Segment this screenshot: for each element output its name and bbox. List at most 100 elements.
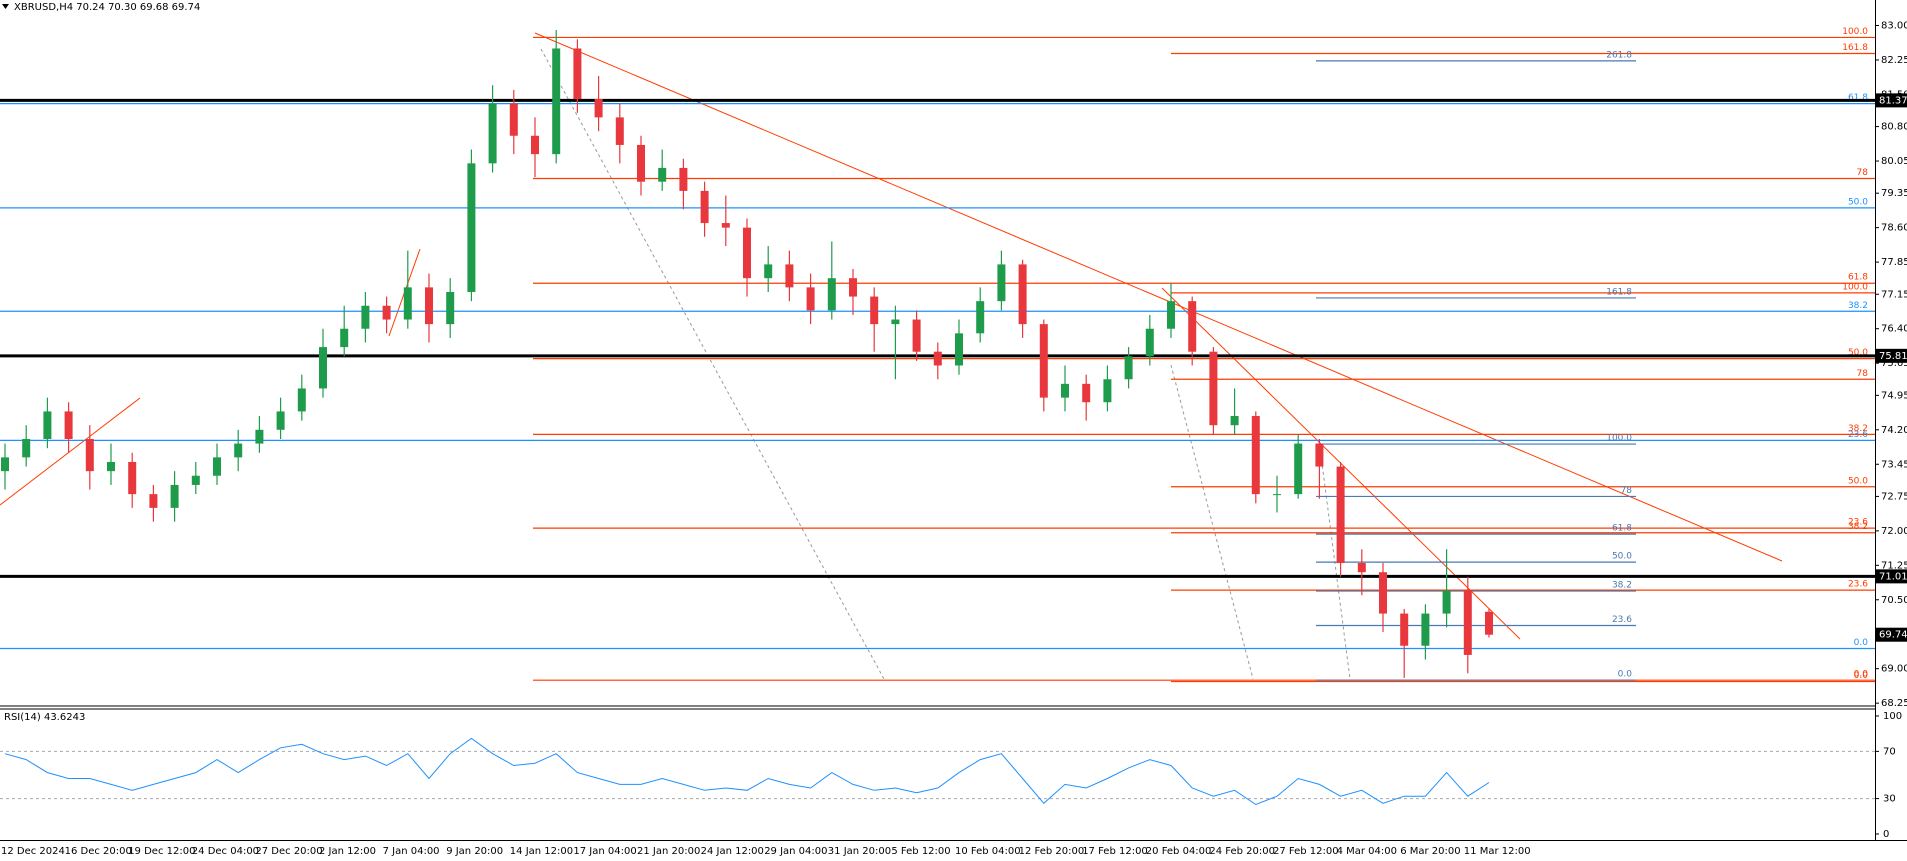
price-tag-label: 71.01	[1879, 571, 1907, 582]
candle-body	[1209, 351, 1218, 426]
candle-body	[679, 167, 688, 191]
x-tick-label: 20 Feb 04:00	[1146, 846, 1212, 857]
candle-body	[1336, 466, 1345, 564]
price-tag-label: 81.37	[1879, 95, 1907, 106]
candle-body	[361, 305, 370, 329]
candle-body	[128, 461, 137, 495]
y-tick-label: 73.45	[1881, 459, 1907, 470]
y-tick-label: 77.15	[1881, 289, 1907, 300]
candle-body	[806, 287, 815, 311]
candle-body	[1167, 301, 1175, 329]
candle-body	[997, 264, 1006, 302]
candle-body	[976, 301, 985, 334]
candle-body	[1251, 416, 1260, 495]
x-tick-label: 4 Mar 04:00	[1337, 846, 1397, 857]
candle-body	[573, 48, 582, 100]
candle-body	[213, 457, 221, 476]
candle-body	[1145, 328, 1154, 357]
current-price-label: 69.74	[1879, 630, 1907, 641]
candle-body	[594, 99, 603, 118]
candle-body	[107, 461, 115, 472]
candle-body	[1357, 563, 1366, 573]
y-tick-label: 70.50	[1881, 595, 1907, 606]
candle-body	[1421, 613, 1430, 646]
current-price-tag	[1876, 627, 1907, 642]
y-tick-label: 76.40	[1881, 324, 1907, 335]
candle-body	[1442, 590, 1451, 614]
candle-body	[870, 296, 879, 325]
price-tag	[1876, 569, 1907, 584]
y-tick-label: 72.00	[1881, 526, 1907, 537]
x-tick-label: 11 Mar 12:00	[1464, 846, 1531, 857]
candle-body	[1400, 613, 1409, 646]
fib-label: 0.0	[1854, 638, 1869, 648]
fib-label: 0.0	[1854, 671, 1869, 681]
fib-label: 78	[1857, 369, 1869, 379]
trendline	[534, 32, 1783, 562]
fib-label: 38.2	[1848, 522, 1868, 532]
candle-body	[509, 103, 518, 136]
x-tick-label: 24 Jan 12:00	[701, 846, 764, 857]
candle-body	[721, 223, 730, 228]
candle-body	[637, 144, 645, 182]
candle-body	[340, 328, 349, 348]
chart-title: XBRUSD,H4 70.24 70.30 69.68 69.74	[14, 2, 200, 13]
x-tick-label: 24 Dec 04:00	[192, 846, 259, 857]
candle-body	[658, 167, 667, 182]
fib-label: 78	[1857, 168, 1869, 178]
candle-body	[1039, 324, 1048, 398]
price-tag-label: 75.81	[1879, 351, 1907, 362]
candle-body	[234, 443, 243, 458]
rsi-tick-label: 70	[1883, 746, 1896, 757]
collapse-icon[interactable]	[2, 4, 9, 9]
y-tick-label: 77.85	[1881, 257, 1907, 268]
fib-label: 50.0	[1848, 197, 1868, 207]
x-tick-label: 12 Feb 20:00	[1019, 846, 1085, 857]
candle-body	[85, 438, 94, 472]
candle-body	[446, 291, 455, 325]
candle-body	[1230, 416, 1239, 426]
fib-label: 38.2	[1612, 581, 1632, 591]
y-tick-label: 80.80	[1881, 122, 1907, 133]
candle-body	[467, 163, 476, 292]
candle-body	[149, 494, 158, 508]
x-tick-label: 24 Feb 20:00	[1209, 846, 1275, 857]
x-tick-label: 21 Jan 20:00	[637, 846, 700, 857]
candle-body	[1124, 356, 1133, 380]
fib-label: 161.8	[1842, 43, 1868, 53]
candle-body	[615, 117, 624, 145]
y-tick-label: 79.35	[1881, 188, 1907, 199]
x-tick-label: 10 Feb 04:00	[955, 846, 1021, 857]
candle-body	[849, 278, 857, 297]
y-tick-label: 71.25	[1881, 560, 1907, 571]
y-tick-label: 68.25	[1881, 698, 1907, 709]
fib-label: 100.0	[1842, 282, 1868, 292]
rsi-line	[4, 737, 1490, 806]
x-tick-label: 2 Jan 12:00	[319, 846, 376, 857]
candle-body	[827, 278, 836, 311]
candle-body	[319, 347, 327, 389]
y-tick-label: 80.05	[1881, 156, 1907, 167]
x-tick-label: 27 Feb 12:00	[1273, 846, 1339, 857]
indicator-title: RSI(14) 43.6243	[4, 712, 85, 723]
candle-body	[1485, 611, 1493, 635]
candle-body	[743, 227, 751, 279]
y-tick-label: 72.75	[1881, 491, 1907, 502]
fib-label: 38.2	[1848, 424, 1868, 434]
fib-label: 61.8	[1848, 273, 1868, 283]
candle-body	[912, 319, 921, 352]
fib-label: 61.8	[1848, 93, 1868, 103]
candle-body	[1018, 264, 1027, 325]
fib-label: 23.6	[1848, 580, 1868, 590]
x-tick-label: 12 Dec 2024	[1, 846, 65, 857]
candle-body	[1061, 383, 1069, 398]
y-tick-label: 82.25	[1881, 55, 1907, 66]
y-tick-label: 74.95	[1881, 390, 1907, 401]
candle-body	[785, 264, 794, 288]
fib-label: 50.0	[1612, 552, 1632, 562]
x-tick-label: 6 Mar 20:00	[1400, 846, 1460, 857]
y-tick-label: 74.20	[1881, 425, 1907, 436]
fib-label: 38.2	[1848, 301, 1868, 311]
candle-body	[552, 48, 561, 155]
